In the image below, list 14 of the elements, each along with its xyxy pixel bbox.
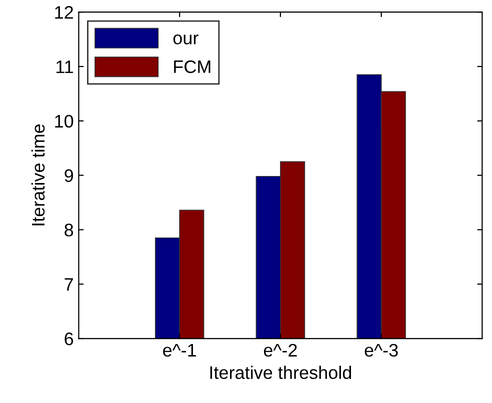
legend-label: FCM (174, 60, 210, 74)
x-tick-label: e^-3 (364, 344, 398, 357)
legend-label: our (173, 34, 198, 44)
y-tick-label: 9 (64, 169, 74, 182)
y-tick-label: 10 (55, 114, 74, 128)
y-tick-label: 7 (64, 278, 73, 291)
y-tick-label: 11 (56, 60, 73, 74)
y-axis-title: Iterative time (31, 124, 45, 226)
x-tick-label: e^-1 (163, 344, 196, 357)
x-axis-title: Iterative threshold (210, 366, 352, 380)
x-tick-label: e^-2 (264, 344, 297, 357)
y-tick-label: 8 (64, 224, 74, 236)
y-tick-label: 6 (64, 332, 74, 346)
y-tick-label: 12 (55, 6, 73, 19)
